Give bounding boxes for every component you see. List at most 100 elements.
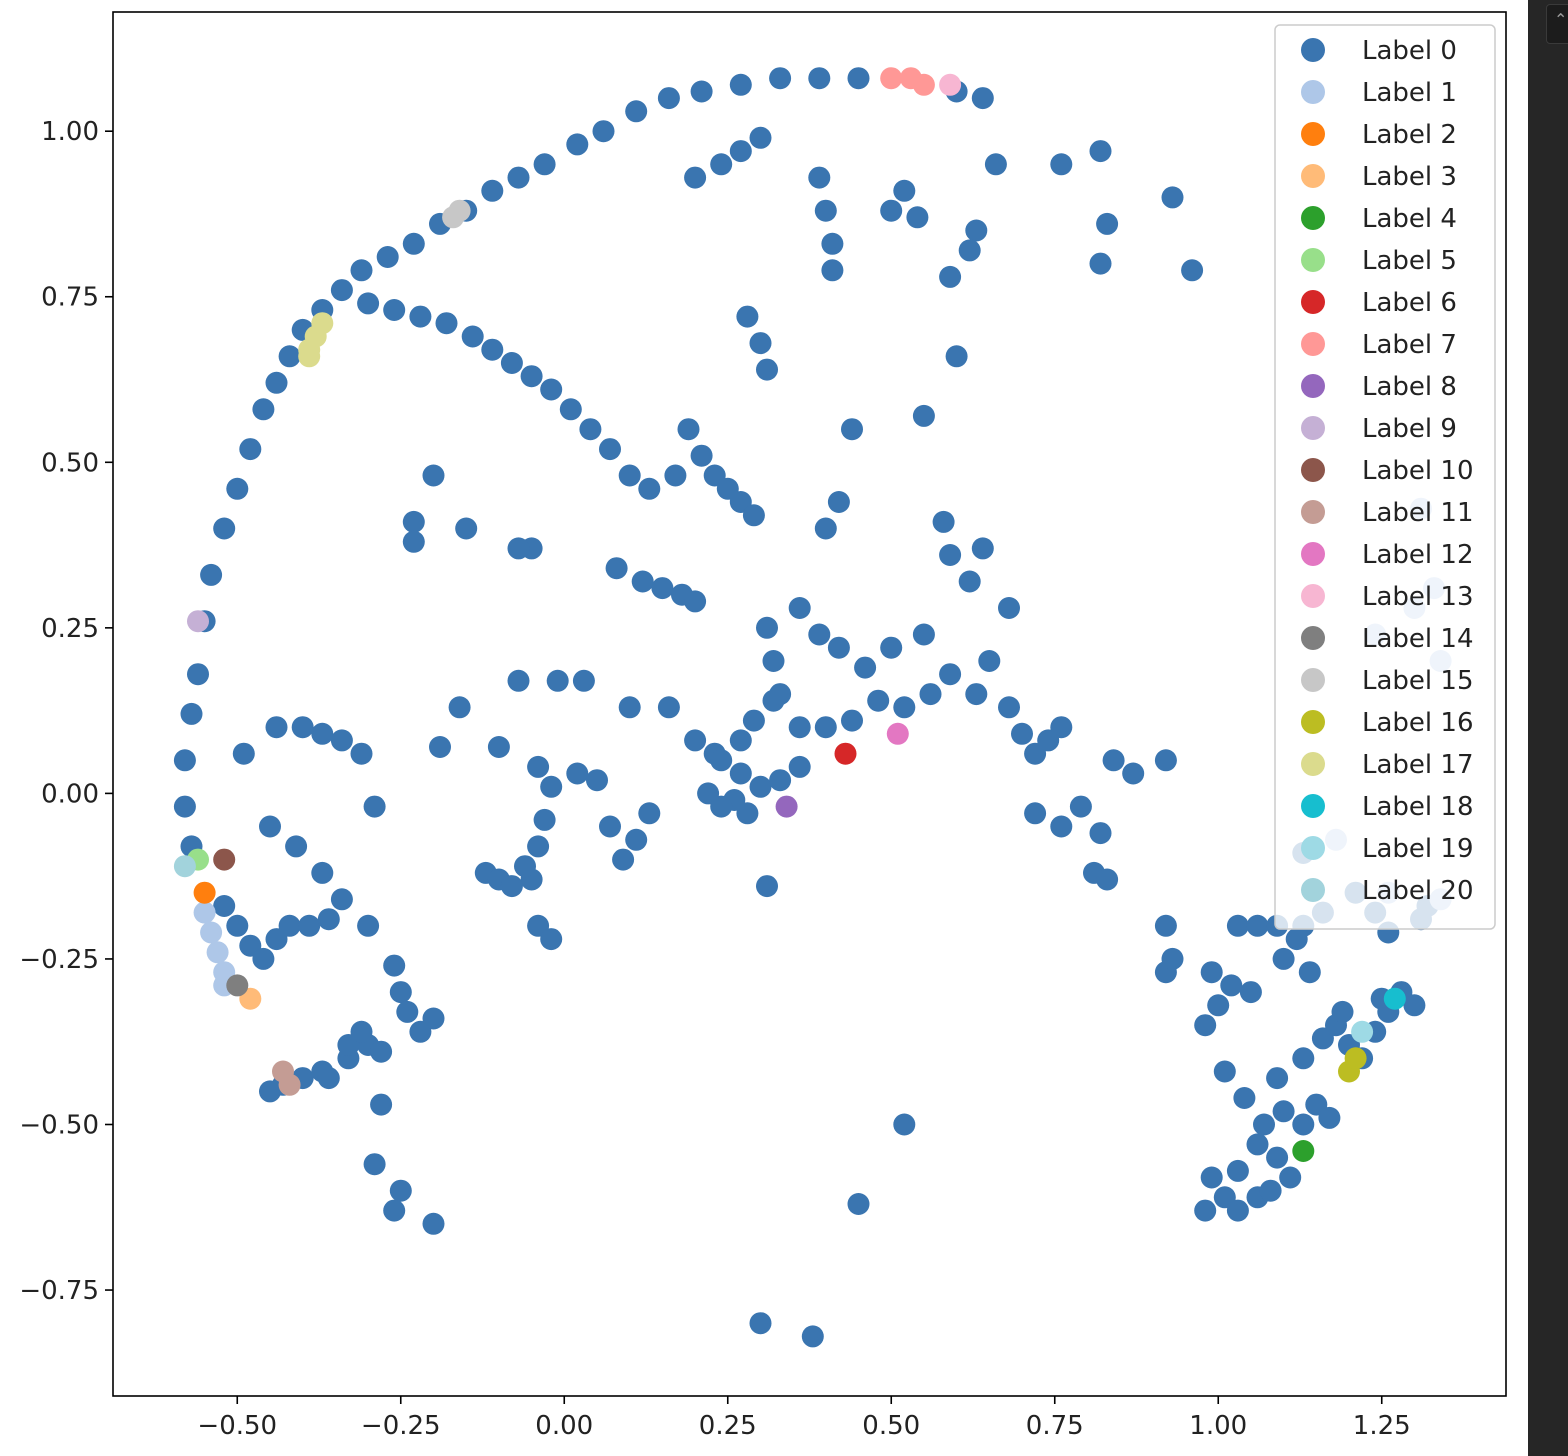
data-point-label-0 xyxy=(1096,212,1119,235)
y-tick-label: −0.50 xyxy=(19,1110,99,1140)
data-point-label-0 xyxy=(1285,928,1308,951)
collapse-tab[interactable] xyxy=(1546,4,1568,44)
data-point-label-0 xyxy=(638,477,661,500)
legend-entry-label: Label 10 xyxy=(1362,456,1474,486)
legend-entry-label: Label 18 xyxy=(1362,792,1474,822)
legend-marker xyxy=(1301,80,1325,104)
data-point-label-0 xyxy=(958,239,981,262)
data-point-label-0 xyxy=(939,265,962,288)
data-point-label-0 xyxy=(736,305,759,328)
legend-entry-label: Label 5 xyxy=(1362,246,1457,276)
data-point-label-0 xyxy=(357,292,380,315)
data-point-label-0 xyxy=(788,716,811,739)
data-point-label-0 xyxy=(402,510,425,533)
x-tick-label: 0.25 xyxy=(699,1411,757,1441)
data-point-label-0 xyxy=(1292,1113,1315,1136)
data-point-label-0 xyxy=(1259,1179,1282,1202)
data-point-label-0 xyxy=(742,504,765,527)
data-point-label-0 xyxy=(1161,186,1184,209)
data-point-label-0 xyxy=(226,914,249,937)
data-point-label-0 xyxy=(978,650,1001,672)
data-point-label-0 xyxy=(939,663,962,686)
legend-marker xyxy=(1301,500,1325,524)
data-point-label-0 xyxy=(847,1193,870,1215)
x-axis: −0.50 −0.25 0.00 0.25 0.50 0.75 1.00 1.25 xyxy=(197,1396,1411,1441)
data-point-label-0 xyxy=(1213,1060,1236,1083)
data-point-label-0 xyxy=(998,696,1020,719)
data-point-label-0 xyxy=(651,577,674,600)
x-tick-label: 0.00 xyxy=(535,1411,593,1441)
data-point-label-0 xyxy=(487,736,510,758)
data-point-label-0 xyxy=(278,345,301,368)
y-tick-label: −0.75 xyxy=(19,1276,99,1306)
legend-entry-label: Label 0 xyxy=(1362,36,1457,66)
data-point-label-0 xyxy=(814,199,837,222)
data-point-label-0 xyxy=(919,683,942,706)
data-point-label-0 xyxy=(971,87,994,110)
data-point-label-0 xyxy=(965,683,988,706)
data-point-label-0 xyxy=(285,835,308,858)
data-point-label-0 xyxy=(769,683,792,706)
legend-entry-label: Label 14 xyxy=(1362,624,1474,654)
data-point-label-0 xyxy=(971,537,994,560)
data-point-label-0 xyxy=(173,749,196,772)
data-point-label-0 xyxy=(729,140,752,163)
y-tick-label: 0.75 xyxy=(41,283,99,313)
data-point-label-0 xyxy=(612,848,635,871)
chevron-up-icon[interactable]: ⌃ xyxy=(1554,10,1568,29)
data-point-label-0 xyxy=(1272,947,1295,970)
data-point-label-0 xyxy=(729,729,752,752)
data-point-label-0 xyxy=(657,87,680,110)
legend-entry-label: Label 11 xyxy=(1362,498,1474,528)
data-point-label-17 xyxy=(298,345,321,368)
data-point-label-0 xyxy=(762,650,785,672)
data-point-label-0 xyxy=(1233,1087,1256,1109)
data-point-label-14 xyxy=(226,974,249,997)
x-tick-label: 0.50 xyxy=(862,1411,920,1441)
data-point-label-0 xyxy=(965,219,988,242)
data-point-label-0 xyxy=(533,808,556,831)
legend-marker xyxy=(1301,374,1325,398)
x-tick-label: 0.75 xyxy=(1026,1411,1084,1441)
data-point-label-0 xyxy=(520,365,543,388)
data-point-label-0 xyxy=(984,153,1007,176)
data-point-label-0 xyxy=(357,914,380,937)
data-point-label-0 xyxy=(376,246,399,268)
data-point-label-0 xyxy=(880,199,903,222)
data-point-label-0 xyxy=(572,669,595,692)
data-point-label-0 xyxy=(1154,749,1177,772)
data-point-label-0 xyxy=(455,517,478,540)
y-tick-label: 1.00 xyxy=(41,117,99,147)
data-point-label-0 xyxy=(1266,1067,1289,1090)
data-point-label-0 xyxy=(1089,140,1112,163)
data-point-label-0 xyxy=(252,947,275,970)
data-point-label-6 xyxy=(834,742,857,765)
legend-marker xyxy=(1301,164,1325,188)
data-point-label-0 xyxy=(1266,1146,1289,1169)
data-point-label-0 xyxy=(226,477,249,500)
data-point-label-0 xyxy=(1102,749,1125,772)
data-point-label-0 xyxy=(906,206,929,229)
data-point-label-0 xyxy=(213,895,236,917)
data-point-label-0 xyxy=(801,1325,824,1348)
data-point-label-0 xyxy=(841,709,863,732)
data-point-label-0 xyxy=(1246,914,1269,937)
data-point-label-17 xyxy=(311,312,334,335)
legend-marker xyxy=(1301,38,1325,62)
data-point-label-0 xyxy=(690,444,713,467)
data-point-label-0 xyxy=(330,279,353,302)
data-point-label-0 xyxy=(435,312,458,335)
data-point-label-0 xyxy=(507,669,530,692)
figure-background xyxy=(0,0,1528,1456)
data-point-label-0 xyxy=(599,815,621,838)
data-point-label-0 xyxy=(808,623,831,646)
data-point-label-0 xyxy=(507,166,530,189)
data-point-label-0 xyxy=(1200,1166,1223,1189)
data-point-label-0 xyxy=(945,345,968,368)
data-point-label-0 xyxy=(638,802,661,825)
legend-entry-label: Label 16 xyxy=(1362,708,1474,738)
data-point-label-0 xyxy=(1161,947,1184,970)
data-point-label-0 xyxy=(625,100,648,123)
data-point-label-0 xyxy=(461,325,484,348)
data-point-label-0 xyxy=(527,755,550,778)
